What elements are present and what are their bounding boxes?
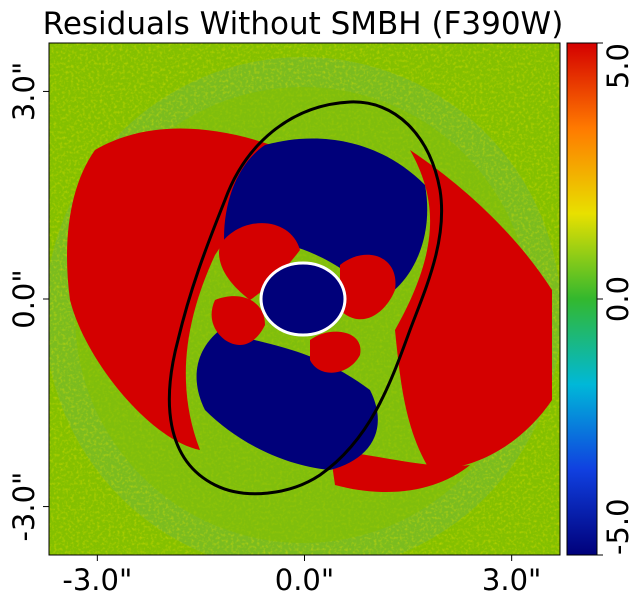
colorbar: 5.0 0.0 -5.0 (566, 42, 635, 556)
black-contour (167, 100, 444, 496)
residual-image (49, 43, 560, 555)
colorbar-tick-label: 5.0 (601, 43, 635, 89)
central-lobe-right (340, 254, 396, 320)
central-lobe-lower (310, 331, 361, 373)
colorbar-tick-label: -5.0 (601, 498, 635, 555)
central-lobe-upper-left (219, 223, 300, 300)
y-tick-label: -3.0" (7, 472, 41, 542)
positive-region-right (395, 150, 552, 470)
x-tick-label: 0.0" (275, 563, 334, 597)
colorbar-gradient (567, 43, 597, 555)
colorbar-tick-label: 0.0 (601, 276, 635, 322)
positive-region-lower (330, 450, 470, 493)
colorbar-ticks: 5.0 0.0 -5.0 (597, 42, 635, 556)
central-lobe-left (211, 296, 265, 345)
y-tick-label: 0.0" (7, 269, 41, 328)
x-tick-label: -3.0" (62, 563, 132, 597)
y-axis: -3.0" 0.0" 3.0" (7, 62, 49, 542)
white-contour (259, 261, 347, 337)
x-tick-label: 3.0" (482, 563, 541, 597)
nucleus-region (261, 263, 345, 335)
y-tick-label: 3.0" (7, 62, 41, 121)
x-axis: -3.0" 0.0" 3.0" (62, 555, 541, 597)
negative-region-lower (196, 330, 378, 470)
chart-title: Residuals Without SMBH (F390W) (43, 6, 564, 42)
